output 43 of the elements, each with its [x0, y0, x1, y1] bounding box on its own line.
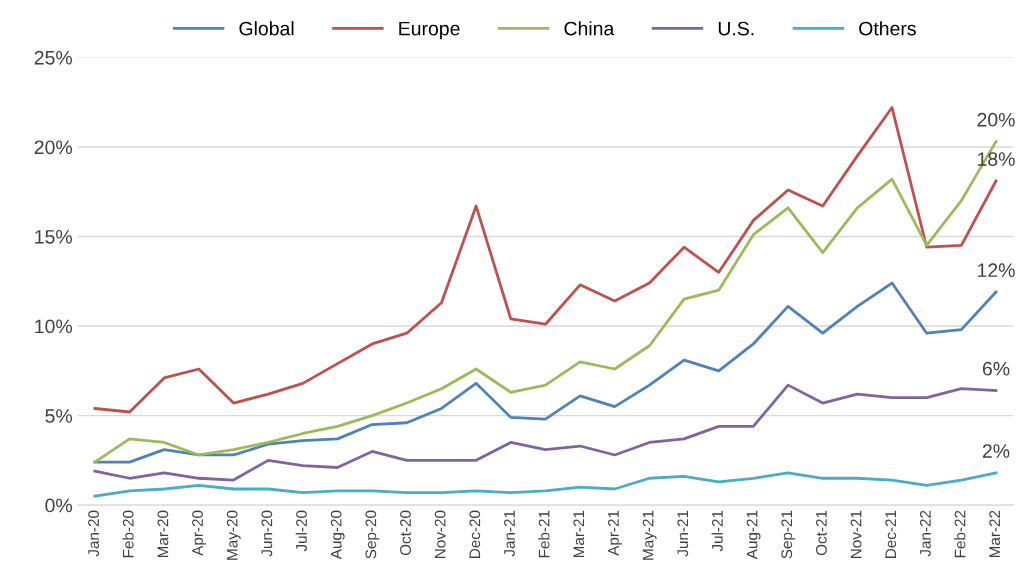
legend-label: China	[564, 21, 615, 36]
x-tick-label: Dec-21	[885, 510, 897, 558]
x-tick-label: Jan-20	[88, 510, 99, 557]
x-tick-label: Dec-20	[469, 510, 481, 558]
x-tick-label: Jul-20	[295, 510, 307, 552]
y-tick-label: 25%	[34, 50, 72, 65]
x-tick-label: Feb-21	[538, 510, 550, 558]
annotation: 6%	[982, 361, 1010, 376]
y-tick-label: 0%	[45, 498, 72, 513]
x-tick-label: Sep-21	[781, 510, 796, 559]
x-tick-label: Jun-20	[261, 510, 273, 557]
x-tick-label: Aug-20	[330, 510, 345, 560]
legend-label: Global	[239, 21, 294, 36]
x-tick-label: Jun-21	[677, 510, 689, 557]
x-tick-label: Nov-20	[434, 510, 446, 558]
x-tick-label: Oct-21	[815, 510, 827, 556]
x-tick-label: Mar-21	[573, 510, 585, 558]
legend-label: U.S.	[718, 21, 754, 36]
y-tick-label: 15%	[35, 230, 72, 244]
x-tick-label: Sep-20	[365, 510, 380, 559]
x-tick-label: Nov-21	[850, 510, 862, 558]
annotation: 2%	[982, 444, 1010, 458]
x-tick-label: Mar-22	[989, 510, 1001, 558]
x-tick-label: Apr-21	[608, 510, 622, 556]
x-tick-label: May-21	[642, 510, 657, 560]
x-tick-label: Jul-21	[711, 510, 723, 552]
y-tick-label: 5%	[45, 409, 72, 423]
line-series	[93, 471, 998, 498]
x-tick-label: Aug-21	[746, 510, 761, 560]
y-tick-label: 10%	[35, 319, 72, 334]
x-tick-label: Oct-20	[400, 510, 411, 556]
y-tick-label: 20%	[34, 140, 72, 155]
x-tick-label: Feb-22	[954, 510, 966, 558]
x-tick-label: Feb-20	[122, 510, 134, 558]
x-tick-label: Apr-20	[192, 510, 206, 556]
x-tick-label: Jan-21	[504, 510, 515, 557]
legend-label: Others	[859, 21, 916, 36]
x-tick-label: Jan-22	[919, 510, 931, 557]
x-tick-label: Mar-20	[157, 510, 169, 558]
legend-label: Europe	[399, 21, 460, 40]
annotation: 12%	[978, 263, 1015, 277]
annotation: 20%	[977, 112, 1015, 127]
x-tick-label: May-20	[226, 510, 241, 560]
